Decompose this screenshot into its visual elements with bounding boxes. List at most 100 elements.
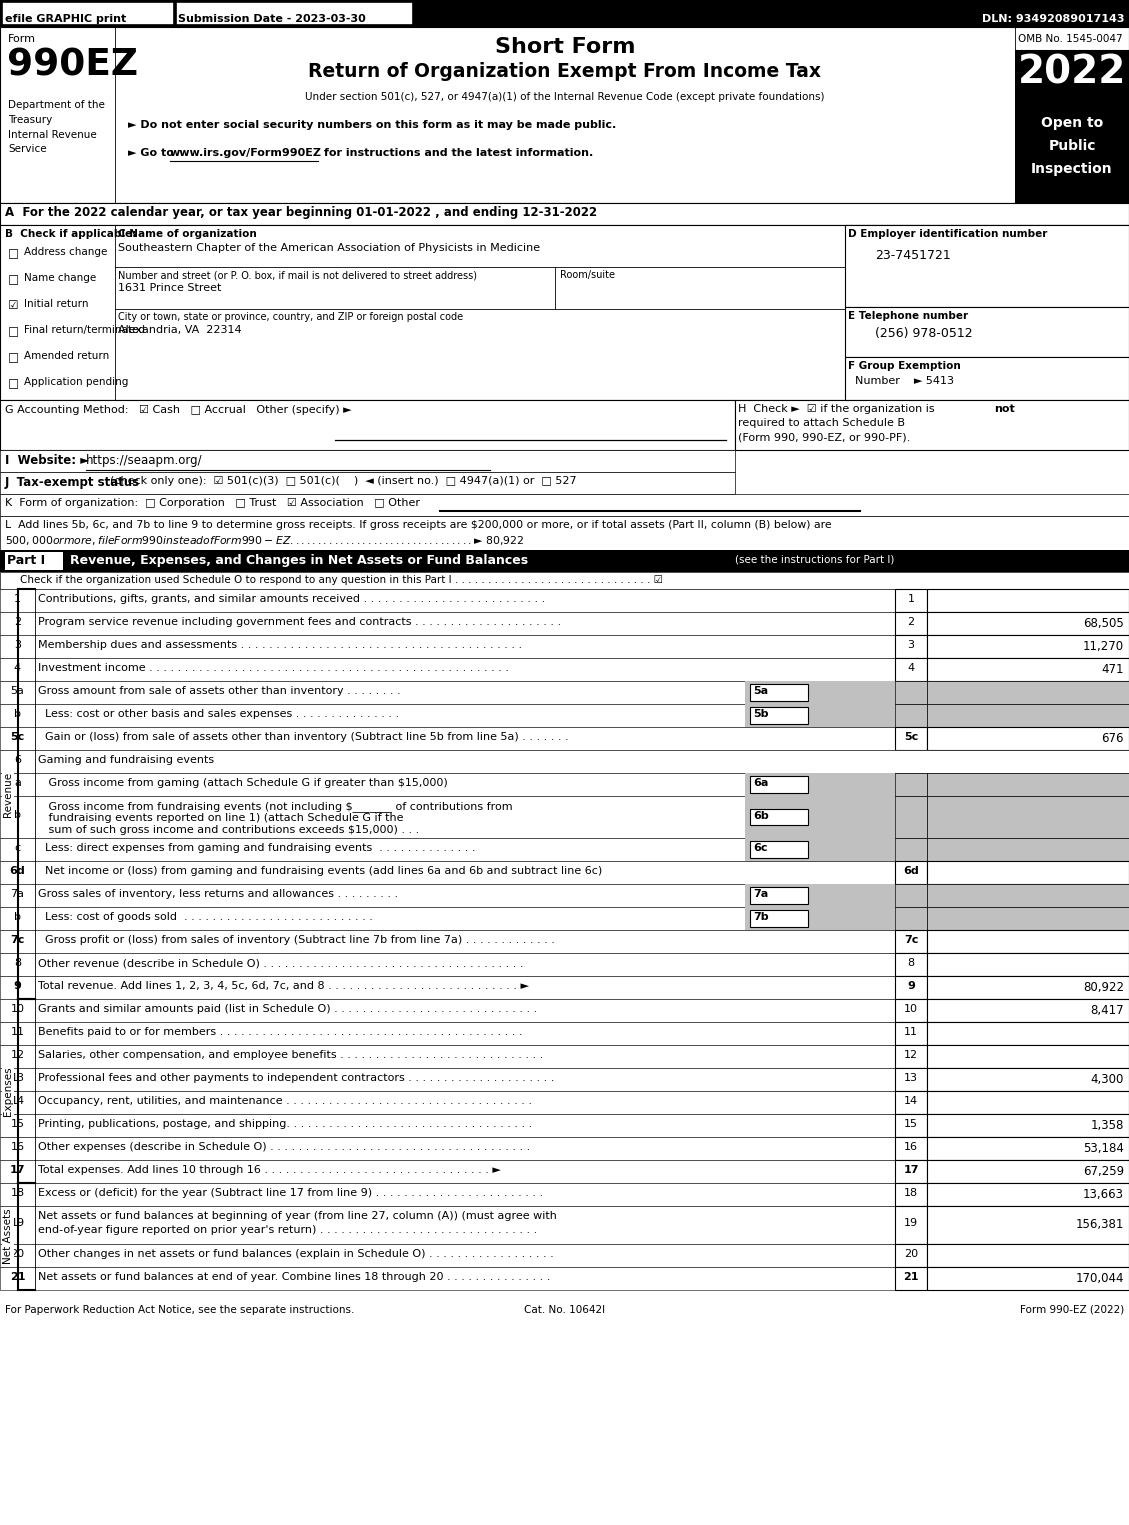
Text: E Telephone number: E Telephone number — [848, 311, 969, 320]
Text: Revenue: Revenue — [3, 772, 14, 816]
Bar — [927, 1090, 1129, 1113]
Text: Alexandria, VA  22314: Alexandria, VA 22314 — [119, 325, 242, 336]
Text: 156,381: 156,381 — [1076, 1218, 1124, 1231]
Text: 16: 16 — [10, 1142, 25, 1151]
Bar — [0, 589, 1129, 612]
Bar — [0, 515, 1129, 551]
Text: 67,259: 67,259 — [1083, 1165, 1124, 1177]
Text: 15: 15 — [10, 1119, 25, 1128]
Bar — [895, 1045, 927, 1067]
Bar — [0, 884, 1129, 907]
Text: 20: 20 — [904, 1249, 918, 1260]
Text: 6d: 6d — [903, 866, 919, 875]
Bar — [0, 907, 1129, 930]
Bar — [895, 1138, 927, 1161]
Text: 19: 19 — [904, 1218, 918, 1228]
Text: b: b — [14, 810, 21, 820]
Bar — [927, 657, 1129, 682]
Bar — [1015, 50, 1129, 111]
Text: 471: 471 — [1102, 663, 1124, 676]
Text: Other revenue (describe in Schedule O) . . . . . . . . . . . . . . . . . . . . .: Other revenue (describe in Schedule O) .… — [38, 958, 524, 968]
Text: 13: 13 — [904, 1074, 918, 1083]
Text: Room/suite: Room/suite — [560, 270, 615, 281]
Bar — [745, 773, 895, 796]
Bar — [0, 705, 1129, 727]
Text: 7b: 7b — [753, 912, 769, 923]
Text: (256) 978-0512: (256) 978-0512 — [875, 326, 972, 340]
Text: F Group Exemption: F Group Exemption — [848, 361, 961, 371]
Bar — [0, 572, 1129, 589]
Bar — [0, 1244, 1129, 1267]
Bar — [927, 1113, 1129, 1138]
Text: 10: 10 — [904, 1003, 918, 1014]
Text: Other changes in net assets or fund balances (explain in Schedule O) . . . . . .: Other changes in net assets or fund bala… — [38, 1249, 553, 1260]
Bar — [895, 657, 927, 682]
Text: Part I: Part I — [7, 554, 45, 567]
Text: Grants and similar amounts paid (list in Schedule O) . . . . . . . . . . . . . .: Grants and similar amounts paid (list in… — [38, 1003, 537, 1014]
Text: 12: 12 — [10, 1051, 25, 1060]
Bar — [0, 27, 1129, 203]
Text: 5a: 5a — [753, 686, 768, 695]
Text: Gain or (loss) from sale of assets other than inventory (Subtract line 5b from l: Gain or (loss) from sale of assets other… — [38, 732, 569, 743]
Text: 10: 10 — [10, 1003, 25, 1014]
Text: not: not — [994, 404, 1015, 413]
Bar — [745, 839, 895, 862]
Text: 23-7451721: 23-7451721 — [875, 249, 951, 262]
Bar — [927, 1045, 1129, 1067]
Text: 2: 2 — [14, 618, 21, 627]
Text: Application pending: Application pending — [24, 377, 129, 387]
Text: A  For the 2022 calendar year, or tax year beginning 01-01-2022 , and ending 12-: A For the 2022 calendar year, or tax yea… — [5, 206, 597, 220]
Bar — [895, 1068, 927, 1090]
Text: 1631 Prince Street: 1631 Prince Street — [119, 284, 221, 293]
Bar — [927, 839, 1129, 862]
Text: Number and street (or P. O. box, if mail is not delivered to street address): Number and street (or P. O. box, if mail… — [119, 270, 476, 281]
Bar — [895, 773, 927, 796]
Text: Gross sales of inventory, less returns and allowances . . . . . . . . .: Gross sales of inventory, less returns a… — [38, 889, 399, 900]
Text: 19: 19 — [10, 1218, 25, 1228]
Text: Form 990-EZ (2022): Form 990-EZ (2022) — [1019, 1305, 1124, 1315]
Text: Less: cost of goods sold  . . . . . . . . . . . . . . . . . . . . . . . . . . .: Less: cost of goods sold . . . . . . . .… — [38, 912, 373, 923]
Bar — [895, 1113, 927, 1138]
Text: 3: 3 — [14, 640, 21, 650]
Bar — [0, 203, 1129, 226]
Text: Excess or (deficit) for the year (Subtract line 17 from line 9) . . . . . . . . : Excess or (deficit) for the year (Subtra… — [38, 1188, 543, 1199]
Bar — [0, 1138, 1129, 1161]
Text: Revenue, Expenses, and Changes in Net Assets or Fund Balances: Revenue, Expenses, and Changes in Net As… — [70, 554, 528, 567]
Text: 8: 8 — [908, 958, 914, 968]
Text: 16: 16 — [904, 1142, 918, 1151]
Bar — [895, 999, 927, 1022]
Bar — [895, 976, 927, 999]
Text: Net income or (loss) from gaming and fundraising events (add lines 6a and 6b and: Net income or (loss) from gaming and fun… — [38, 866, 602, 875]
Bar — [927, 1244, 1129, 1267]
Bar — [0, 450, 735, 473]
Text: 80,922: 80,922 — [1083, 981, 1124, 994]
Text: 6: 6 — [14, 755, 21, 766]
Bar — [895, 612, 927, 634]
Text: 53,184: 53,184 — [1083, 1142, 1124, 1154]
Text: City or town, state or province, country, and ZIP or foreign postal code: City or town, state or province, country… — [119, 313, 463, 322]
Text: $500,000 or more, file Form 990 instead of Form 990-EZ . . . . . . . . . . . . .: $500,000 or more, file Form 990 instead … — [5, 534, 524, 547]
Text: 11: 11 — [904, 1026, 918, 1037]
Bar — [895, 1267, 927, 1290]
Bar — [745, 682, 895, 705]
Text: Short Form: Short Form — [495, 37, 636, 56]
Text: Total revenue. Add lines 1, 2, 3, 4, 5c, 6d, 7c, and 8 . . . . . . . . . . . . .: Total revenue. Add lines 1, 2, 3, 4, 5c,… — [38, 981, 530, 991]
Text: sum of such gross income and contributions exceeds $15,000) . . .: sum of such gross income and contributio… — [38, 825, 419, 836]
Text: Gross amount from sale of assets other than inventory . . . . . . . .: Gross amount from sale of assets other t… — [38, 686, 401, 695]
Bar — [0, 1267, 1129, 1290]
Bar — [927, 953, 1129, 976]
Text: I  Website: ►: I Website: ► — [5, 454, 89, 467]
Bar — [0, 551, 1129, 572]
Bar — [0, 1045, 1129, 1067]
Bar — [895, 705, 927, 727]
Text: 7a: 7a — [753, 889, 768, 900]
Bar — [895, 862, 927, 884]
Bar — [927, 796, 1129, 839]
Bar — [0, 727, 1129, 750]
Text: Name change: Name change — [24, 273, 96, 284]
Text: 9: 9 — [14, 981, 21, 991]
Bar — [176, 2, 413, 24]
Bar — [0, 1183, 1129, 1206]
Text: Other expenses (describe in Schedule O) . . . . . . . . . . . . . . . . . . . . : Other expenses (describe in Schedule O) … — [38, 1142, 531, 1151]
Text: 11,270: 11,270 — [1083, 640, 1124, 653]
